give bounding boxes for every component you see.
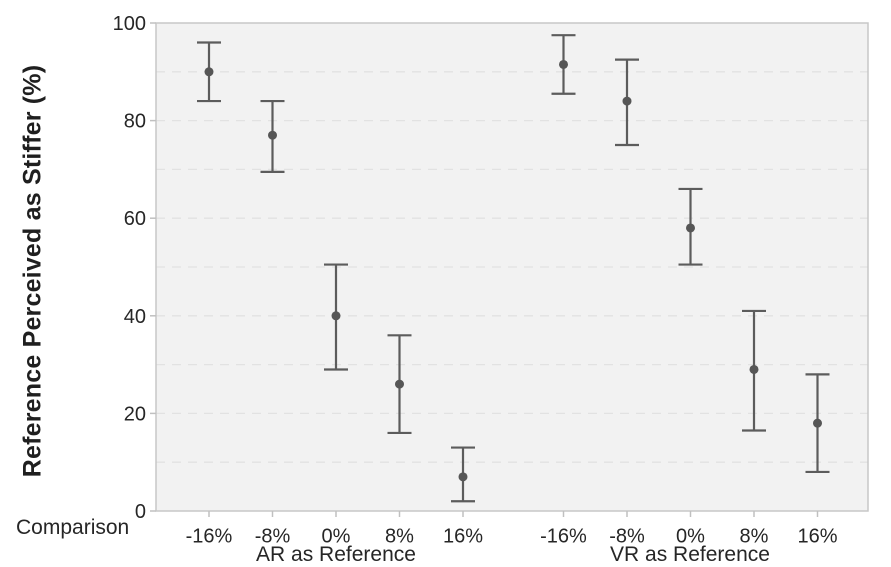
x-tick-label: 16% (797, 525, 837, 547)
y-tick-label: 0 (135, 501, 146, 523)
data-point (395, 379, 404, 389)
x-tick-label: 16% (443, 525, 483, 547)
data-point (268, 130, 277, 140)
group-label-ar: AR as Reference (256, 543, 416, 566)
y-tick-label: 40 (124, 306, 146, 328)
x-tick-label: -16% (540, 525, 587, 547)
data-point (749, 364, 759, 374)
x-tick-label: 0% (676, 525, 705, 547)
group-label-vr: VR as Reference (610, 543, 770, 566)
data-point (204, 67, 214, 77)
x-tick-label: -8% (609, 525, 645, 547)
data-point (813, 418, 822, 428)
x-tick-label: 0% (322, 525, 351, 547)
y-axis-title: Reference Perceived as Stiffer (%) (18, 64, 47, 478)
x-axis-title: Comparison (16, 516, 130, 539)
data-point (331, 311, 341, 321)
x-tick-label: -16% (186, 525, 233, 547)
y-tick-label: 100 (113, 13, 146, 35)
data-point (686, 223, 695, 233)
data-point (559, 59, 568, 69)
x-tick-label: -8% (255, 525, 291, 547)
y-tick-label: 20 (124, 403, 146, 425)
x-tick-label: 8% (740, 525, 769, 547)
y-tick-label: 80 (124, 111, 146, 133)
x-tick-label: 8% (385, 525, 414, 547)
plot-border (155, 22, 869, 512)
y-tick-label: 60 (124, 208, 146, 230)
data-point (622, 96, 632, 106)
data-point (458, 472, 468, 482)
